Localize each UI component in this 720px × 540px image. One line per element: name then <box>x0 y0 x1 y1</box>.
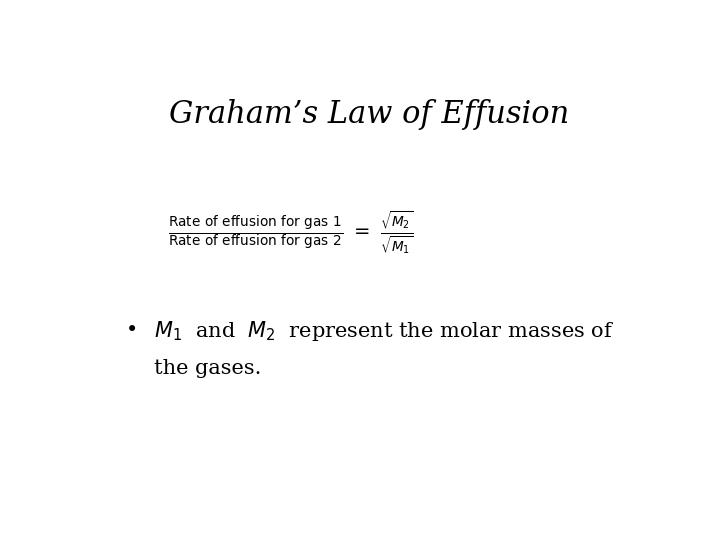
Text: •: • <box>126 321 138 340</box>
Text: $M_1$  and  $M_2$  represent the molar masses of: $M_1$ and $M_2$ represent the molar mass… <box>154 319 614 343</box>
Text: $\frac{\mathsf{Rate\ of\ effusion\ for\ gas\ 1}}{\mathsf{Rate\ of\ effusion\ for: $\frac{\mathsf{Rate\ of\ effusion\ for\ … <box>168 210 413 256</box>
Text: Graham’s Law of Effusion: Graham’s Law of Effusion <box>169 99 569 130</box>
Text: the gases.: the gases. <box>154 359 261 378</box>
